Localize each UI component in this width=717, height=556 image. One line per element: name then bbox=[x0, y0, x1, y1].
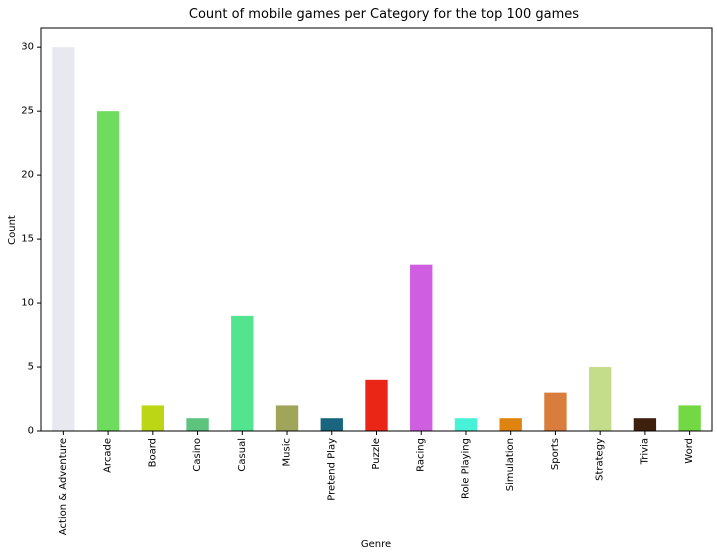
y-tick-label: 25 bbox=[21, 106, 34, 117]
bar-strategy bbox=[588, 367, 612, 431]
y-tick-label: 10 bbox=[21, 298, 34, 309]
x-tick-label: Word bbox=[684, 438, 695, 464]
plot-frame bbox=[40, 27, 713, 432]
bar-arcade bbox=[96, 111, 120, 432]
chart-title: Count of mobile games per Category for t… bbox=[189, 7, 579, 22]
x-tick-label: Casino bbox=[192, 438, 203, 472]
bar-word bbox=[678, 405, 701, 431]
x-tick-label: Strategy bbox=[595, 438, 606, 481]
x-tick-label: Music bbox=[282, 438, 293, 466]
y-tick-label: 30 bbox=[21, 42, 34, 53]
x-tick-label: Arcade bbox=[103, 438, 114, 473]
x-tick-label: Puzzle bbox=[371, 438, 382, 470]
y-axis-ticks: 0 5 10 15 20 25 30 bbox=[21, 42, 41, 437]
bar-sports bbox=[544, 392, 567, 431]
x-tick-label: Board bbox=[147, 438, 158, 467]
y-tick-label: 5 bbox=[28, 362, 34, 373]
x-tick-label: Role Playing bbox=[460, 438, 471, 499]
x-tick-label: Sports bbox=[550, 438, 561, 470]
y-tick-label: 15 bbox=[21, 234, 34, 245]
x-tick-label: Simulation bbox=[505, 438, 516, 491]
bar-trivia bbox=[633, 418, 657, 431]
x-tick-label: Casual bbox=[237, 438, 248, 472]
x-axis-ticks: Action & Adventure Arcade Board Casino Casua… bbox=[58, 431, 695, 535]
bar-casino bbox=[186, 418, 209, 431]
bar-casual bbox=[231, 315, 254, 431]
x-tick-label: Action & Adventure bbox=[58, 438, 69, 535]
bar-puzzle bbox=[365, 379, 388, 431]
y-axis-label: Count bbox=[7, 215, 18, 245]
x-tick-label: Pretend Play bbox=[326, 438, 337, 501]
bar-board bbox=[141, 405, 165, 431]
bar-music bbox=[275, 405, 299, 431]
x-tick-label: Trivia bbox=[639, 438, 650, 465]
y-tick-label: 20 bbox=[21, 170, 34, 181]
bars-group bbox=[52, 47, 701, 432]
bar-role-playing bbox=[454, 418, 478, 431]
x-tick-label: Racing bbox=[416, 438, 427, 472]
y-tick-label: 0 bbox=[28, 426, 34, 437]
x-axis-label: Genre bbox=[361, 539, 391, 550]
bar-pretend-play bbox=[320, 418, 343, 431]
bar-racing bbox=[410, 264, 433, 431]
bar-action-and-adventure bbox=[52, 47, 75, 431]
bar-simulation bbox=[499, 418, 522, 431]
